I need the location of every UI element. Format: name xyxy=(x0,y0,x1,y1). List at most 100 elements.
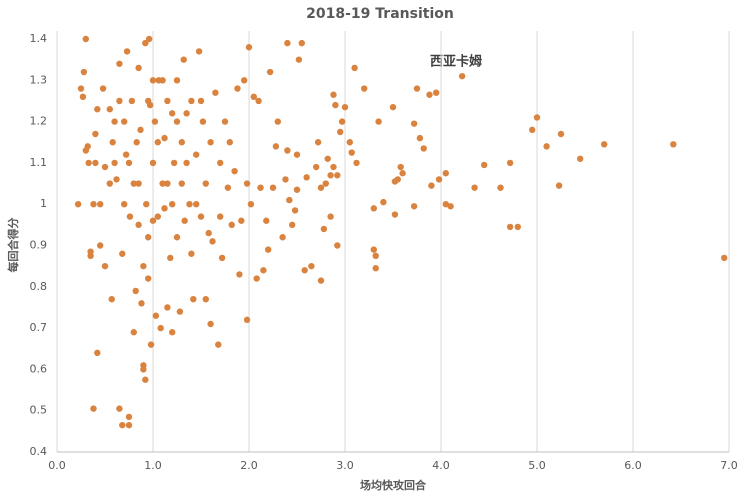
point xyxy=(188,250,195,257)
point xyxy=(111,118,118,125)
point xyxy=(154,213,161,220)
point xyxy=(94,349,101,357)
point xyxy=(128,97,136,105)
point xyxy=(149,159,157,167)
point xyxy=(205,229,212,237)
point xyxy=(164,97,171,105)
point xyxy=(92,130,99,138)
point xyxy=(279,234,286,241)
point xyxy=(94,106,101,113)
point xyxy=(202,295,209,303)
point xyxy=(135,180,142,187)
point xyxy=(435,176,443,183)
point xyxy=(195,48,203,55)
point xyxy=(529,126,536,134)
point xyxy=(416,134,424,142)
point xyxy=(197,97,205,105)
point xyxy=(327,213,334,220)
point xyxy=(372,252,379,260)
y-tick-label: 0.7 xyxy=(30,321,48,334)
point xyxy=(327,172,334,179)
point xyxy=(121,201,128,208)
point xyxy=(330,163,337,171)
point xyxy=(99,85,107,92)
point xyxy=(284,39,291,47)
point xyxy=(353,159,360,167)
point xyxy=(178,139,185,146)
point xyxy=(217,159,224,167)
point xyxy=(260,267,267,274)
point xyxy=(85,159,92,167)
point xyxy=(193,151,200,158)
point xyxy=(87,248,94,255)
point xyxy=(330,91,337,98)
point xyxy=(238,217,245,224)
x-tick-label: 0.0 xyxy=(48,459,66,472)
point xyxy=(250,93,257,101)
point xyxy=(298,39,305,47)
point xyxy=(341,103,349,111)
point xyxy=(159,77,166,84)
point xyxy=(247,201,255,208)
point xyxy=(399,170,406,177)
point xyxy=(77,85,85,92)
point xyxy=(173,77,181,84)
point xyxy=(322,180,329,187)
point xyxy=(199,118,207,125)
point xyxy=(116,60,123,67)
point xyxy=(320,225,328,233)
point xyxy=(284,147,291,154)
point xyxy=(282,176,289,183)
point xyxy=(161,134,168,142)
point xyxy=(265,246,272,253)
point xyxy=(514,223,521,231)
y-tick-label: 1 xyxy=(40,197,47,210)
point xyxy=(101,163,109,171)
point xyxy=(334,242,341,249)
point xyxy=(108,295,115,303)
point xyxy=(190,295,197,303)
point xyxy=(224,184,232,191)
point xyxy=(346,139,353,146)
point xyxy=(209,238,216,245)
point xyxy=(170,159,178,167)
point xyxy=(74,201,82,208)
x-tick-label: 2.0 xyxy=(240,459,258,472)
x-tick-label: 6.0 xyxy=(624,459,642,472)
point xyxy=(125,159,133,167)
point xyxy=(212,89,219,96)
point xyxy=(324,155,331,162)
x-tick-label: 4.0 xyxy=(432,459,450,472)
point xyxy=(106,180,114,187)
point xyxy=(178,180,185,187)
point xyxy=(410,120,418,127)
point xyxy=(183,159,190,167)
point xyxy=(413,85,421,92)
point xyxy=(125,421,133,429)
point xyxy=(348,149,355,156)
point xyxy=(243,316,251,324)
point xyxy=(543,143,550,150)
point xyxy=(289,221,296,229)
point xyxy=(481,161,488,169)
point xyxy=(147,341,155,348)
point xyxy=(121,118,128,125)
point xyxy=(391,178,399,185)
point xyxy=(372,265,379,272)
point xyxy=(145,97,152,105)
point xyxy=(555,182,563,189)
point xyxy=(116,97,123,105)
point xyxy=(313,163,320,171)
point xyxy=(169,329,176,336)
point xyxy=(80,68,88,76)
point xyxy=(577,155,584,162)
y-tick-label: 0.5 xyxy=(30,404,48,417)
point xyxy=(243,180,251,187)
point xyxy=(169,201,176,208)
point xyxy=(433,89,440,96)
point xyxy=(164,180,171,187)
point xyxy=(164,304,171,311)
point xyxy=(101,262,109,270)
point xyxy=(234,85,241,92)
